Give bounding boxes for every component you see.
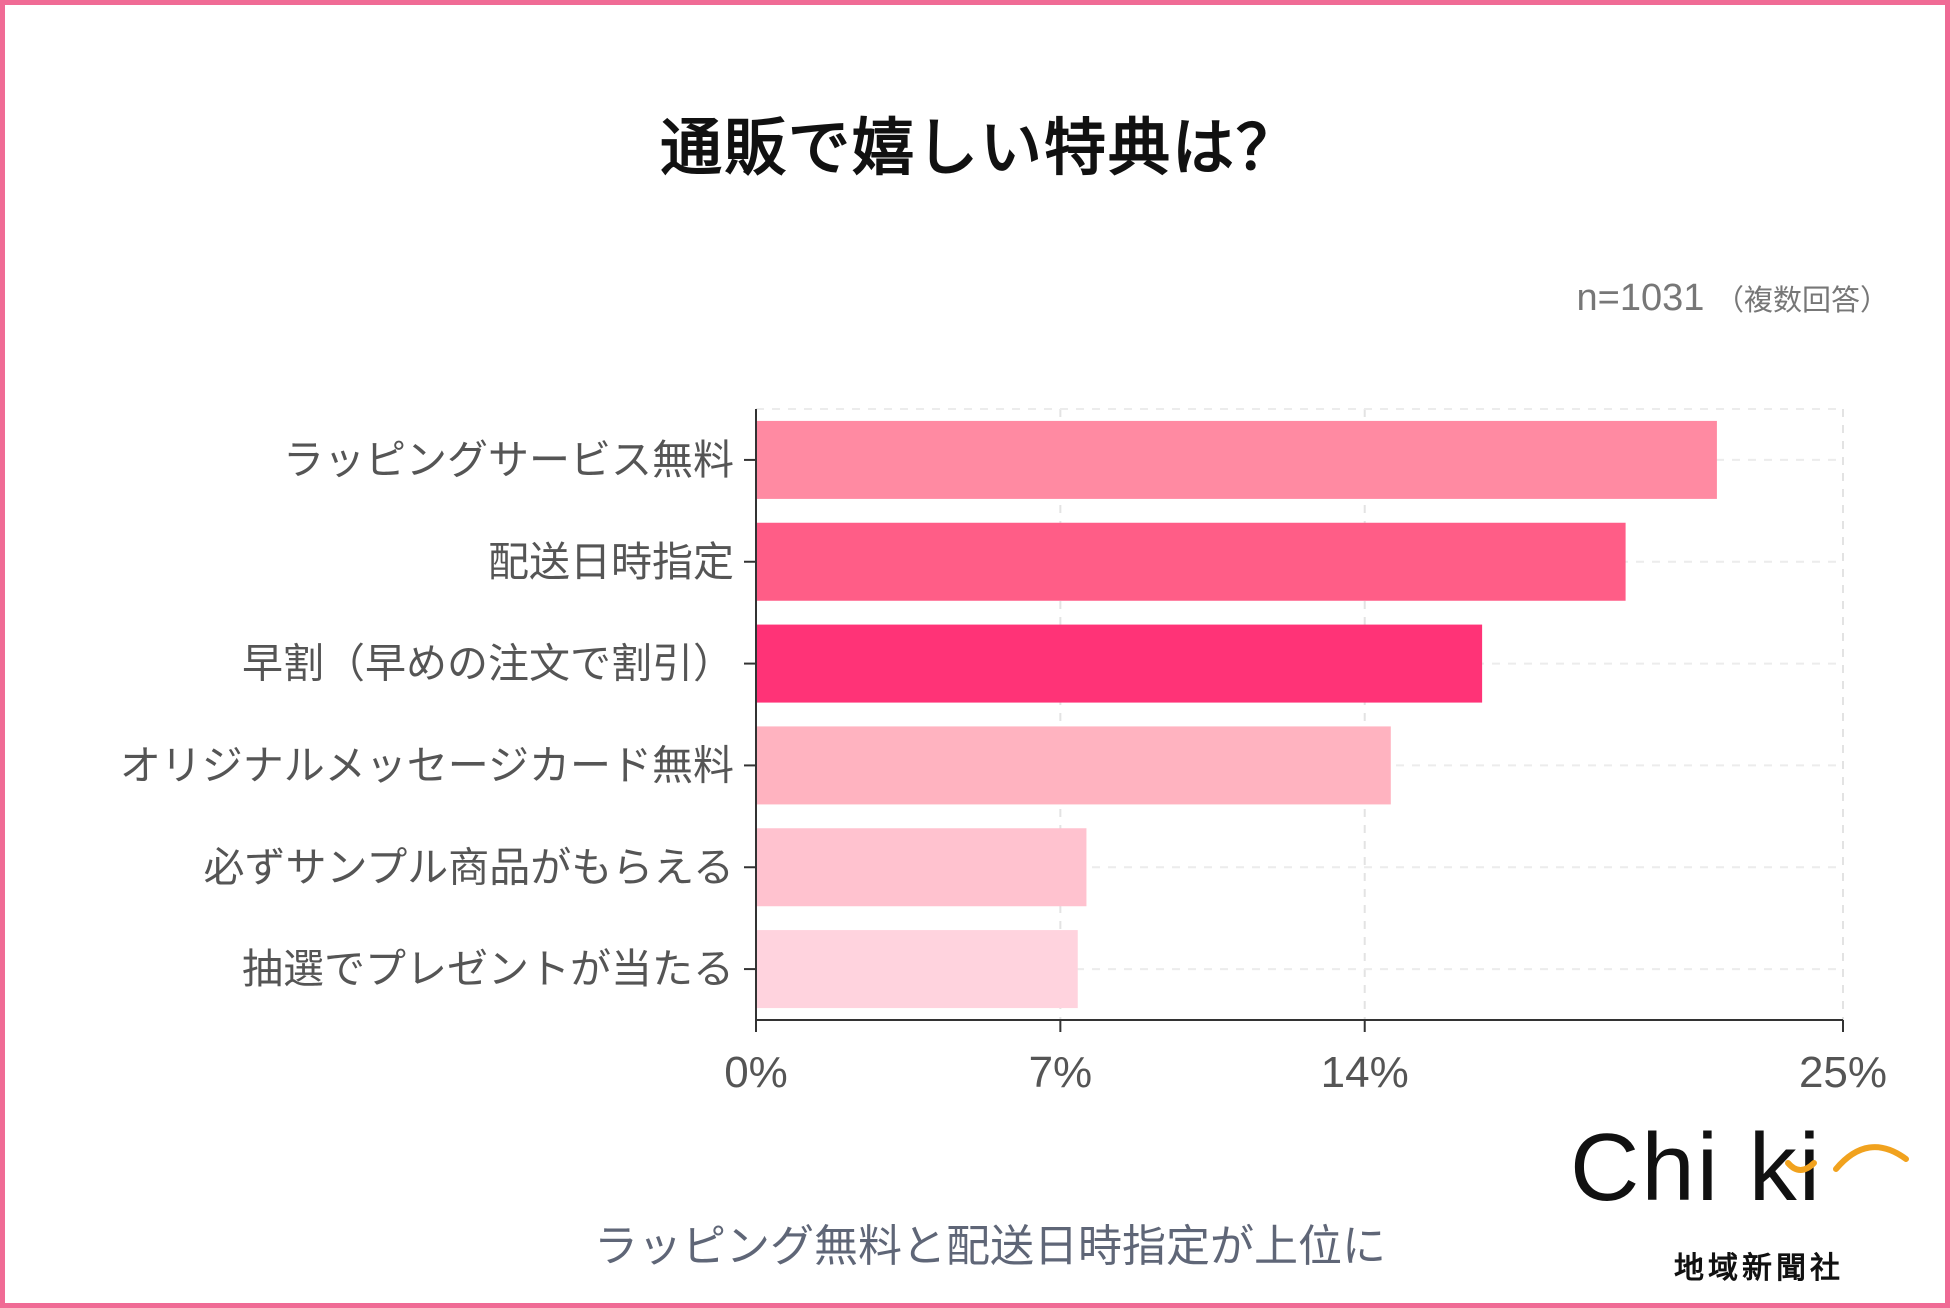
category-label: オリジナルメッセージカード無料 [120, 741, 734, 789]
bar [756, 624, 1483, 703]
category-label: 早割（早めの注文で割引） [242, 640, 734, 688]
bar [756, 726, 1391, 805]
category-label: ラッピングサービス無料 [283, 436, 734, 484]
sample-size: n=1031 [1576, 277, 1705, 319]
category-label: 配送日時指定 [488, 538, 734, 586]
sample-note: （複数回答） [1714, 285, 1889, 317]
bar [756, 522, 1626, 601]
x-tick-label: 0% [724, 1048, 788, 1097]
x-tick-label: 25% [1799, 1048, 1887, 1097]
logo-arc-icon [1785, 1144, 1909, 1173]
chiiki-logo: Chi ki 地域新聞社 [1570, 1114, 1920, 1286]
logo-subtitle: 地域新聞社 [1674, 1251, 1844, 1286]
chart-title: 通販で嬉しい特典は？ [659, 111, 1300, 184]
x-tick-label: 7% [1029, 1048, 1093, 1097]
bar [756, 420, 1717, 499]
logo-wordmark: Chi ki [1570, 1114, 1823, 1221]
bar [756, 828, 1087, 907]
x-tick-label: 14% [1321, 1048, 1409, 1097]
category-label: 必ずサンプル商品がもらえる [203, 843, 734, 891]
category-label: 抽選でプレゼントが当たる [242, 945, 734, 993]
sample-size-label: n=1031 （複数回答） [1577, 277, 1889, 320]
chart-caption: ラッピング無料と配送日時指定が上位に [594, 1221, 1386, 1272]
bar [756, 930, 1078, 1009]
